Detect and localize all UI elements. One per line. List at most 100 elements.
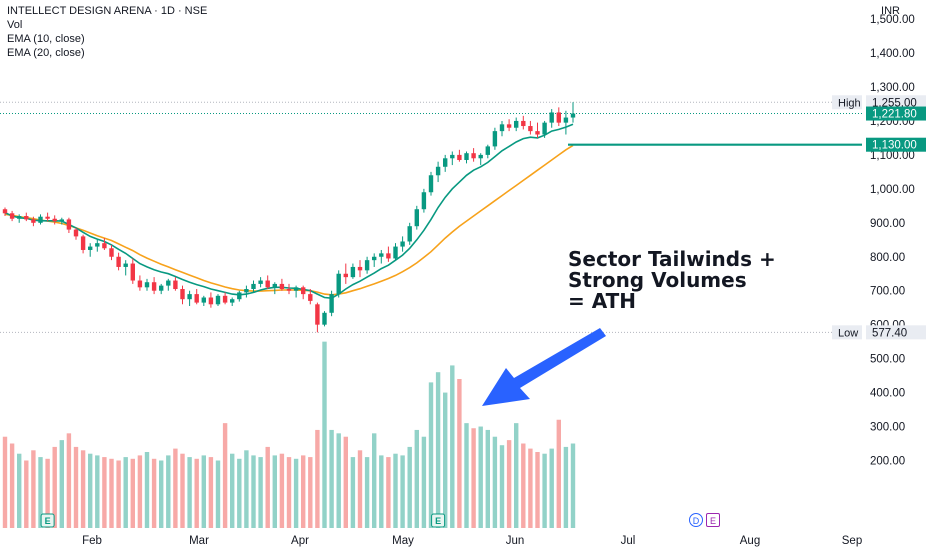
low-value-bg: [866, 325, 926, 340]
candle-body: [24, 216, 29, 220]
volume-bar: [414, 429, 419, 528]
candle-body: [73, 229, 79, 237]
candle-body: [563, 117, 569, 123]
volume-bar: [95, 455, 100, 528]
volume-bar: [123, 457, 128, 528]
high-value-bg: [866, 95, 926, 110]
time-axis-label: Jul: [621, 535, 636, 547]
candle-body: [322, 312, 327, 325]
volume-bar: [38, 457, 43, 528]
volume-bar: [17, 453, 22, 528]
candle-body: [435, 166, 441, 176]
candle-body: [400, 241, 405, 247]
candle-body: [343, 273, 348, 278]
candle-body: [17, 216, 22, 219]
volume-bar: [514, 423, 519, 528]
candle-body: [215, 295, 221, 305]
volume-bar: [315, 429, 320, 528]
volume-bar: [144, 452, 150, 528]
annotation-text[interactable]: Sector Tailwinds + Strong Volumes = ATH: [568, 247, 776, 313]
volume-bar: [130, 458, 135, 528]
low-tag-label: Low: [838, 327, 858, 339]
last-price-value-label: 1,221.80: [872, 109, 917, 121]
volume-bar: [450, 365, 455, 528]
candle-body: [194, 294, 199, 303]
earnings-marker-icon: E: [40, 513, 55, 528]
volume-bar: [386, 457, 391, 528]
volume-bar: [336, 433, 341, 528]
price-axis-label: 800.00: [870, 252, 905, 264]
volume-legend[interactable]: Vol: [7, 19, 23, 31]
earnings-event-icon[interactable]: E: [706, 513, 720, 527]
candle-body: [272, 283, 277, 288]
volume-bar: [88, 453, 93, 528]
candle-body: [450, 154, 455, 159]
volume-bar: [521, 443, 526, 528]
volume-bar: [66, 433, 72, 528]
candle-body: [244, 289, 249, 293]
candle-body: [492, 131, 498, 147]
volume-bar: [464, 423, 469, 528]
ema20-legend[interactable]: EMA (20, close): [7, 47, 85, 59]
candle-body: [443, 158, 448, 167]
annotation-arrow: [482, 328, 606, 406]
candle-body: [428, 175, 434, 193]
time-axis-label: Apr: [291, 535, 309, 547]
high-tag-bg: [832, 95, 862, 110]
volume-bar: [258, 457, 263, 528]
candle-body: [137, 280, 143, 288]
time-axis-label: Aug: [740, 535, 760, 547]
candle-body: [102, 243, 107, 249]
candle-body: [222, 295, 228, 303]
price-axis-label: 200.00: [870, 455, 905, 467]
volume-bar: [102, 457, 107, 528]
candle-body: [95, 243, 100, 247]
ema10-legend[interactable]: EMA (10, close): [7, 33, 85, 45]
candle-body: [173, 280, 178, 290]
candle-body: [514, 120, 519, 128]
volume-bar: [485, 429, 490, 528]
volume-bar: [159, 460, 164, 528]
volume-bar: [478, 426, 483, 528]
candle-body: [237, 292, 242, 300]
volume-bar: [379, 455, 384, 528]
volume-bar: [308, 457, 313, 528]
volume-bar: [222, 423, 228, 528]
volume-bar: [471, 428, 476, 528]
price-axis-label: 1,300.00: [870, 82, 915, 94]
candle-body: [471, 153, 476, 159]
volume-bar: [556, 419, 561, 528]
candle-body: [66, 219, 72, 230]
volume-bar: [421, 436, 427, 528]
earnings-marker-label: E: [435, 516, 441, 526]
volume-bar: [166, 455, 171, 528]
candle-body: [109, 248, 114, 257]
price-axis-label: 1,500.00: [870, 14, 915, 26]
currency-label[interactable]: INR: [881, 5, 900, 17]
candle-body: [308, 294, 313, 301]
time-axis-label: May: [392, 535, 414, 547]
volume-bar: [137, 455, 143, 528]
candle-body: [116, 256, 121, 267]
volume-bar: [52, 446, 57, 528]
volume-bar: [109, 458, 114, 528]
candle-body: [542, 122, 547, 135]
volume-bar: [435, 372, 441, 528]
candle-body: [499, 124, 505, 132]
earnings-marker-box: [431, 513, 446, 528]
candle-body: [45, 216, 50, 219]
candle-body: [556, 112, 561, 123]
candle-body: [80, 236, 86, 250]
volume-bar: [535, 452, 540, 528]
last-price-value-bg: [866, 106, 926, 121]
volume-bar: [329, 429, 334, 528]
candle-body: [230, 299, 235, 303]
candle-body: [31, 219, 36, 223]
dividend-event-icon[interactable]: D: [689, 513, 703, 527]
volume-bar: [528, 448, 533, 528]
symbol-title[interactable]: INTELLECT DESIGN ARENA · 1D · NSE: [7, 5, 208, 17]
volume-bar: [407, 446, 412, 528]
candle-body: [570, 113, 576, 118]
price-axis-label: 1,000.00: [870, 184, 915, 196]
